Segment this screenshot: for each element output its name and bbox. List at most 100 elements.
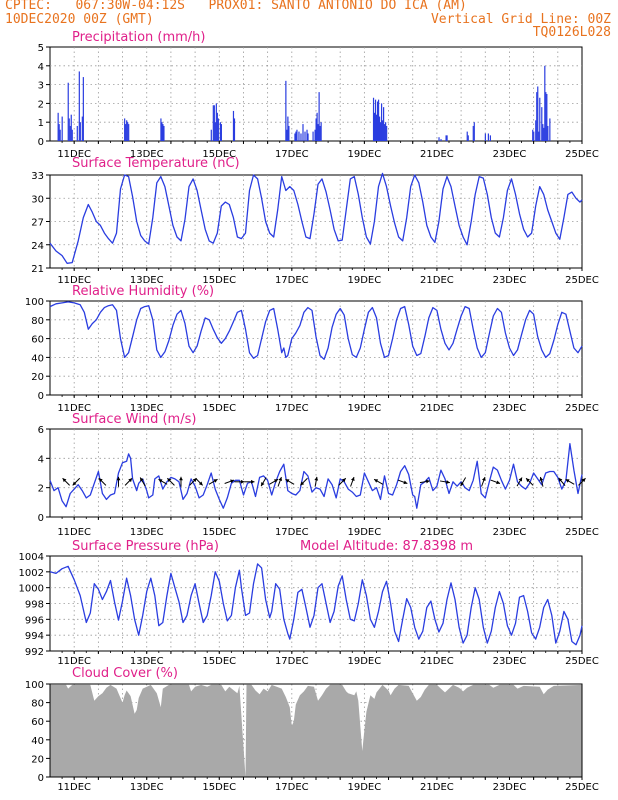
x-tick-label: 11DEC <box>57 403 91 414</box>
precip-bar <box>537 86 539 141</box>
precip-bar <box>380 103 383 141</box>
precip-bar <box>317 124 319 141</box>
precip-bar <box>304 131 306 141</box>
precip-bar <box>217 118 219 141</box>
wind-arrow-head <box>374 479 379 483</box>
precip-bar <box>535 120 537 141</box>
precip-bar <box>546 94 548 141</box>
y-tick-label: 2 <box>38 99 44 110</box>
y-tick-label: 1004 <box>19 552 44 563</box>
panel-title: Surface Pressure (hPa) <box>72 539 219 554</box>
y-tick-label: 0 <box>38 137 44 148</box>
wind-arrow-head <box>526 478 530 483</box>
x-tick-label: 21DEC <box>420 656 454 667</box>
y-tick-label: 27 <box>31 218 44 229</box>
precip-bar <box>539 97 541 141</box>
x-tick-label: 11DEC <box>57 656 91 667</box>
y-tick-label: 100 <box>25 680 44 691</box>
wind-arrow-head <box>179 476 183 481</box>
precip-bar <box>377 99 380 141</box>
panel-title: Surface Temperature (nC) <box>72 156 240 171</box>
x-tick-label: 17DEC <box>275 275 309 286</box>
x-tick-label: 17DEC <box>275 149 309 160</box>
y-tick-label: 994 <box>25 631 44 642</box>
precip-bar <box>59 129 61 141</box>
y-tick-label: 992 <box>25 647 44 658</box>
precip-bar <box>378 116 381 141</box>
precip-bar <box>286 129 288 141</box>
y-tick-label: 2 <box>38 484 44 495</box>
precip-bar <box>79 122 81 141</box>
x-tick-label: 11DEC <box>57 275 91 286</box>
precip-bar <box>315 118 317 141</box>
wind-arrow-head <box>285 479 290 483</box>
y-tick-label: 5 <box>38 43 44 54</box>
precip-bar <box>445 135 447 141</box>
x-tick-label: 25DEC <box>565 275 599 286</box>
x-tick-label: 19DEC <box>347 275 381 286</box>
x-tick-label: 23DEC <box>493 275 527 286</box>
header-grid-line-note: Vertical Grid Line: 00Z <box>430 12 611 27</box>
x-tick-label: 25DEC <box>565 149 599 160</box>
panel-title: Surface Wind (m/s) <box>72 412 196 427</box>
x-tick-label: 21DEC <box>420 275 454 286</box>
x-tick-label: 15DEC <box>202 782 236 793</box>
x-tick-label: 15DEC <box>202 527 236 538</box>
precip-bar <box>216 112 218 141</box>
y-tick-label: 1000 <box>19 584 44 595</box>
header-date: 10DEC2020 00Z (GMT) <box>5 12 154 27</box>
y-tick-label: 0 <box>38 513 44 524</box>
y-tick-label: 40 <box>31 353 44 364</box>
x-tick-label: 11DEC <box>57 149 91 160</box>
precip-bar <box>484 133 486 141</box>
y-tick-label: 3 <box>38 81 44 92</box>
x-tick-label: 19DEC <box>347 403 381 414</box>
y-tick-label: 30 <box>31 194 44 205</box>
x-tick-label: 15DEC <box>202 403 236 414</box>
x-tick-label: 25DEC <box>565 527 599 538</box>
precip-bar <box>473 122 475 141</box>
x-tick-label: 11DEC <box>57 527 91 538</box>
wind-arrow-head <box>278 477 283 482</box>
wind-arrow-head <box>192 478 197 483</box>
precip-bar <box>161 122 163 141</box>
precip-bar <box>472 125 474 141</box>
precip-bar <box>82 77 84 141</box>
precip-bar <box>307 133 309 141</box>
precip-bar <box>76 125 78 141</box>
precip-bar <box>288 125 290 141</box>
x-tick-label: 19DEC <box>347 149 381 160</box>
precip-bar <box>298 131 300 141</box>
precip-bar <box>214 122 216 141</box>
model-altitude-note: Model Altitude: 87.8398 m <box>300 539 473 554</box>
precip-bar <box>374 99 377 141</box>
y-tick-label: 6 <box>38 425 44 436</box>
y-tick-label: 40 <box>31 736 44 747</box>
wind-arrow-head <box>446 480 450 484</box>
precip-bar <box>70 114 72 141</box>
precip-bar <box>160 118 162 141</box>
x-tick-label: 25DEC <box>565 656 599 667</box>
precip-bar <box>81 116 83 141</box>
precip-bar <box>124 118 126 141</box>
y-tick-label: 1 <box>38 118 44 129</box>
x-tick-label: 25DEC <box>565 782 599 793</box>
precip-bar <box>126 120 128 141</box>
series-line <box>49 301 583 360</box>
precip-bar <box>487 133 489 141</box>
precip-bar <box>162 124 164 141</box>
y-tick-label: 80 <box>31 316 44 327</box>
precip-bar <box>69 125 71 141</box>
precip-bar <box>296 129 298 141</box>
precip-bar <box>533 131 535 141</box>
wind-arrow-head <box>140 477 144 482</box>
x-tick-label: 11DEC <box>57 782 91 793</box>
header-run-id: TQ0126L028 <box>532 25 611 40</box>
precip-bar <box>542 124 544 141</box>
y-tick-label: 24 <box>31 241 44 252</box>
x-tick-label: 21DEC <box>420 527 454 538</box>
precip-bar <box>319 125 321 141</box>
x-tick-label: 17DEC <box>275 527 309 538</box>
x-tick-label: 23DEC <box>493 527 527 538</box>
